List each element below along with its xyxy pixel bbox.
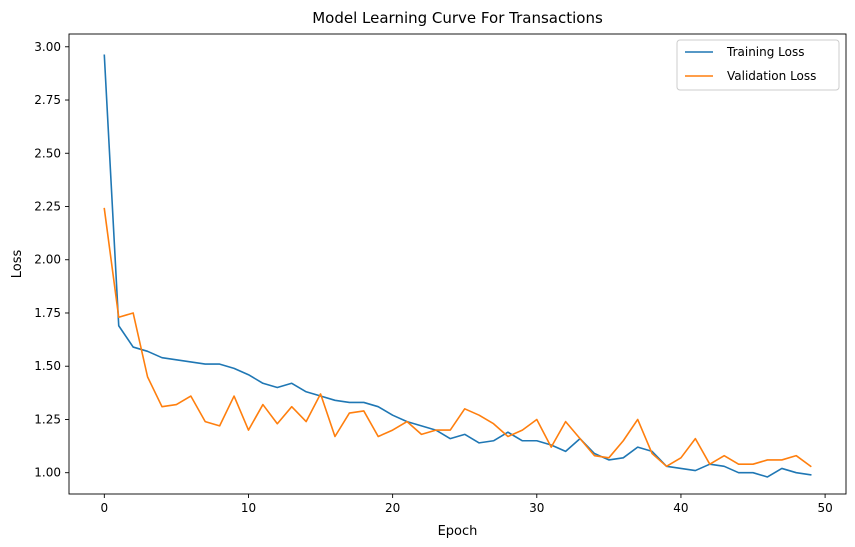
y-tick-label: 1.50	[34, 359, 61, 373]
x-tick-label: 40	[673, 501, 688, 515]
legend-label: Training Loss	[726, 45, 804, 59]
y-tick-label: 2.00	[34, 253, 61, 267]
x-tick-label: 30	[529, 501, 544, 515]
x-tick-label: 50	[817, 501, 832, 515]
y-tick-label: 2.75	[34, 93, 61, 107]
x-axis-label: Epoch	[438, 524, 478, 539]
y-tick-label: 2.25	[34, 200, 61, 214]
series-line-training-loss	[103, 54, 812, 478]
legend: Training Loss Validation Loss	[676, 39, 840, 91]
legend-label: Validation Loss	[727, 69, 816, 83]
chart-title: Model Learning Curve For Transactions	[312, 9, 603, 27]
plot-frame	[68, 33, 847, 495]
y-tick-label: 1.25	[34, 412, 61, 426]
y-axis-label: Loss	[10, 250, 25, 279]
y-tick-label: 3.00	[34, 40, 61, 54]
y-tick-label: 2.50	[34, 146, 61, 160]
plot-area: 0 10 20 30 40 50 1.00 1.25 1.50 1.75 2.00 2.25 2.50 2…	[34, 33, 847, 515]
y-tick-label: 1.75	[34, 306, 61, 320]
x-tick-label: 20	[385, 501, 400, 515]
y-tick-label: 1.00	[34, 466, 61, 480]
x-tick-label: 0	[100, 501, 108, 515]
series-line-validation-loss	[103, 207, 812, 468]
legend-box	[676, 39, 840, 91]
x-tick-label: 10	[241, 501, 256, 515]
